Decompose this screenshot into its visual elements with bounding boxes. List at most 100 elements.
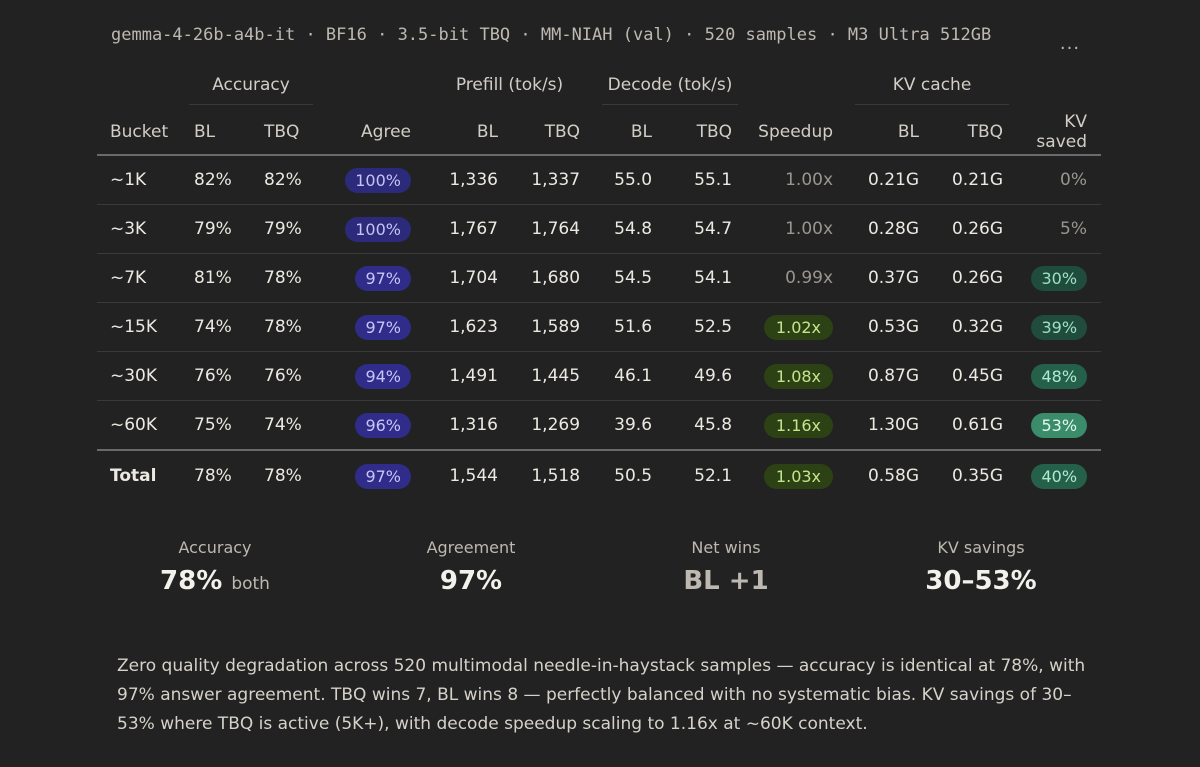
kv-bl-cell: 0.87G (847, 351, 934, 401)
table-row: ~30K 76% 76% 94% 1,491 1,445 46.1 49.6 1… (97, 351, 1102, 401)
prefill-tbq-cell: 1,589 (512, 302, 595, 352)
decode-tbq-cell: 54.7 (666, 204, 747, 254)
total-kv-bl-cell: 0.58G (847, 449, 934, 501)
speedup-value: 1.00x (785, 170, 834, 190)
bucket-cell: ~60K (97, 400, 181, 451)
kv-saved-cell: 30% (1017, 253, 1102, 303)
agree-badge: 100% (345, 216, 411, 242)
column-header-prefill-bl: BL (425, 110, 512, 156)
total-prefill-bl-cell: 1,544 (425, 449, 512, 501)
accuracy-tbq-cell: 76% (251, 351, 321, 401)
accuracy-tbq-cell: 78% (251, 302, 321, 352)
table-row: ~60K 75% 74% 96% 1,316 1,269 39.6 45.8 1… (97, 400, 1102, 451)
kv-saved-cell: 39% (1017, 302, 1102, 352)
agree-cell: 97% (321, 253, 425, 303)
agree-cell: 100% (321, 155, 425, 205)
decode-tbq-cell: 52.5 (666, 302, 747, 352)
table-row: ~1K 82% 82% 100% 1,336 1,337 55.0 55.1 1… (97, 155, 1102, 205)
kv-bl-cell: 0.28G (847, 204, 934, 254)
kv-saved-cell: 5% (1017, 204, 1102, 254)
speedup-value: 0.99x (785, 268, 834, 288)
accuracy-tbq-cell: 74% (251, 400, 321, 451)
column-group-row: Accuracy Prefill (tok/s) Decode (tok/s) … (97, 70, 1101, 110)
decode-bl-cell: 51.6 (594, 302, 667, 352)
speedup-cell: 1.00x (746, 204, 848, 254)
prefill-tbq-cell: 1,269 (512, 400, 595, 451)
column-header-agree: Agree (321, 110, 425, 156)
prefill-bl-cell: 1,623 (425, 302, 512, 352)
speedup-badge: 1.03x (763, 463, 834, 489)
accuracy-tbq-cell: 78% (251, 253, 321, 303)
speedup-cell: 1.08x (746, 351, 848, 401)
accuracy-bl-cell: 75% (181, 400, 251, 451)
total-label: Total (97, 449, 181, 501)
stat-accuracy-value: 78% (160, 566, 223, 596)
decode-tbq-cell: 45.8 (666, 400, 747, 451)
prefill-tbq-cell: 1,680 (512, 253, 595, 303)
speedup-cell: 1.16x (746, 400, 848, 451)
kv-tbq-cell: 0.32G (933, 302, 1018, 352)
decode-bl-cell: 46.1 (594, 351, 667, 401)
total-kv-tbq-cell: 0.35G (933, 449, 1018, 501)
group-header-kv-cache: KV cache (855, 75, 1010, 105)
prefill-bl-cell: 1,336 (425, 155, 512, 205)
stat-kv-savings-label: KV savings (937, 538, 1025, 557)
decode-tbq-cell: 55.1 (666, 155, 747, 205)
kv-bl-cell: 0.21G (847, 155, 934, 205)
accuracy-bl-cell: 79% (181, 204, 251, 254)
stat-kv-savings-value: 30–53% (925, 566, 1037, 596)
speedup-badge: 1.08x (763, 363, 834, 389)
decode-tbq-cell: 49.6 (666, 351, 747, 401)
decode-bl-cell: 39.6 (594, 400, 667, 451)
agree-badge: 94% (355, 363, 411, 389)
kv-bl-cell: 0.37G (847, 253, 934, 303)
total-speedup-cell: 1.03x (746, 449, 848, 501)
speedup-badge: 1.02x (763, 314, 834, 340)
column-header-bucket: Bucket (97, 110, 181, 156)
kv-tbq-cell: 0.26G (933, 204, 1018, 254)
bucket-cell: ~7K (97, 253, 181, 303)
more-options-button[interactable]: ··· (1054, 38, 1086, 60)
total-row: Total 78% 78% 97% 1,544 1,518 50.5 52.1 … (97, 449, 1102, 501)
kv-saved-value: 5% (1060, 219, 1088, 239)
total-accuracy-bl-cell: 78% (181, 449, 251, 501)
column-header-row: Bucket BL TBQ Agree BL TBQ BL TBQ Speedu… (97, 110, 1102, 156)
speedup-cell: 1.00x (746, 155, 848, 205)
prefill-bl-cell: 1,491 (425, 351, 512, 401)
bucket-cell: ~3K (97, 204, 181, 254)
accuracy-bl-cell: 76% (181, 351, 251, 401)
kv-saved-cell: 48% (1017, 351, 1102, 401)
kv-tbq-cell: 0.61G (933, 400, 1018, 451)
prefill-tbq-cell: 1,764 (512, 204, 595, 254)
accuracy-bl-cell: 82% (181, 155, 251, 205)
total-kv-saved-cell: 40% (1017, 449, 1102, 501)
column-header-prefill-tbq: TBQ (512, 110, 595, 156)
bucket-cell: ~15K (97, 302, 181, 352)
agree-cell: 96% (321, 400, 425, 451)
column-header-decode-bl: BL (594, 110, 667, 156)
agree-badge: 97% (355, 265, 411, 291)
column-header-kv-tbq: TBQ (933, 110, 1018, 156)
group-header-decode: Decode (tok/s) (602, 75, 739, 105)
stat-agreement-label: Agreement (426, 538, 516, 557)
speedup-badge: 1.16x (763, 412, 834, 438)
stat-agreement-value: 97% (439, 566, 503, 596)
kv-saved-badge: 53% (1031, 412, 1088, 438)
agree-cell: 94% (321, 351, 425, 401)
table-row: ~3K 79% 79% 100% 1,767 1,764 54.8 54.7 1… (97, 204, 1102, 254)
stat-accuracy: Accuracy 78% both (95, 538, 335, 596)
speedup-cell: 1.02x (746, 302, 848, 352)
bucket-cell: ~1K (97, 155, 181, 205)
stat-kv-savings: KV savings 30–53% (861, 538, 1101, 596)
accuracy-bl-cell: 81% (181, 253, 251, 303)
decode-bl-cell: 54.5 (594, 253, 667, 303)
kv-saved-cell: 53% (1017, 400, 1102, 451)
accuracy-tbq-cell: 82% (251, 155, 321, 205)
results-table: Accuracy Prefill (tok/s) Decode (tok/s) … (97, 70, 1102, 501)
kv-bl-cell: 0.53G (847, 302, 934, 352)
kv-saved-badge: 48% (1031, 363, 1088, 389)
kv-saved-badge: 39% (1031, 314, 1088, 340)
agree-cell: 97% (321, 302, 425, 352)
decode-bl-cell: 54.8 (594, 204, 667, 254)
